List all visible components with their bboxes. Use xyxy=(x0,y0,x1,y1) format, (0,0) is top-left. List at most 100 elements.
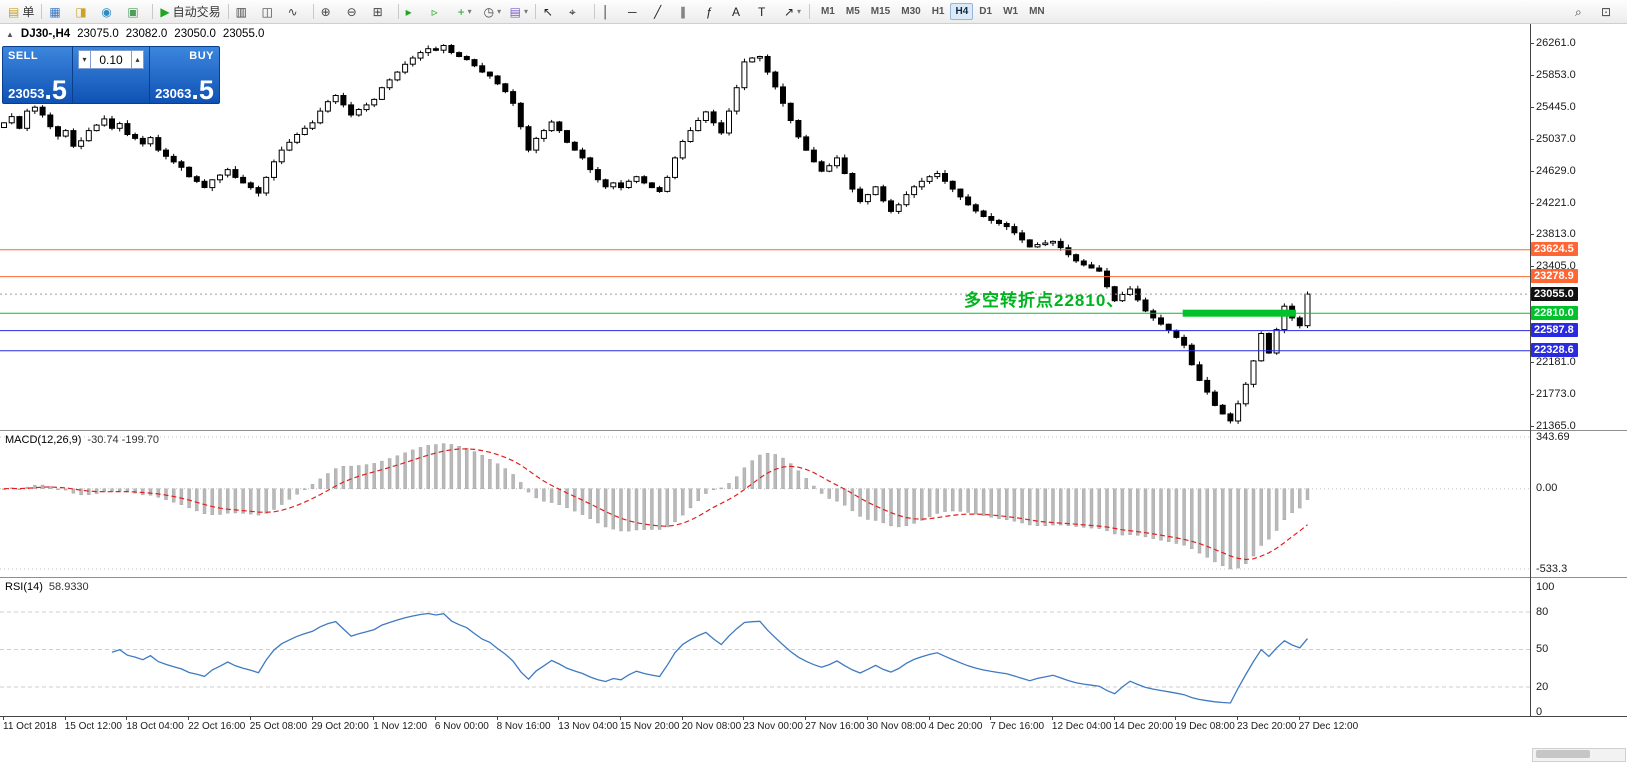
templates-icon[interactable]: ▤ ▾ xyxy=(506,1,532,23)
price-axis-label: 25445.0 xyxy=(1536,101,1576,114)
market-watch-icon-glyph: ▦ xyxy=(49,4,61,19)
autotrading-button[interactable]: ▶ 自动交易 xyxy=(156,1,224,23)
vertical-line-icon[interactable]: │ xyxy=(598,1,624,23)
trendline-icon-glyph: ╱ xyxy=(653,4,662,19)
time-axis-label: 12 Dec 04:00 xyxy=(1051,721,1112,732)
price-badge-22328.6[interactable]: 22328.6 xyxy=(1531,343,1578,358)
volume-input[interactable] xyxy=(91,50,131,69)
autotrading-button-glyph: ▶ xyxy=(160,4,170,19)
time-axis-label: 27 Dec 12:00 xyxy=(1298,721,1359,732)
volume-down-button[interactable]: ▾ xyxy=(78,50,91,69)
macd-axis-label: -533.3 xyxy=(1536,562,1568,575)
panel-separator-macd[interactable] xyxy=(0,430,1627,431)
price-badge-22810.0[interactable]: 22810.0 xyxy=(1531,305,1578,320)
price-axis-tick xyxy=(1530,138,1534,140)
zoom-out-icon[interactable]: ⊖ xyxy=(343,1,369,23)
crosshair-icon[interactable]: ⌖ xyxy=(565,1,591,23)
panel-separator-rsi[interactable] xyxy=(0,577,1627,578)
cursor-icon[interactable]: ↖ xyxy=(539,1,565,23)
price-axis-label: 21773.0 xyxy=(1536,387,1576,400)
timeframe-button-m15[interactable]: M15 xyxy=(870,6,891,17)
auto-scroll-icon[interactable]: ▸ xyxy=(402,1,428,23)
quote-open: 23075.0 xyxy=(77,28,119,40)
rsi-axis-label: 0 xyxy=(1536,705,1543,718)
price-axis-tick xyxy=(1530,393,1534,395)
sell-price-big: .5 xyxy=(44,75,67,106)
price-axis: 26261.0 25853.0 25445.0 25037.0 24629.0 24221… xyxy=(1530,0,1627,763)
channel-icon[interactable]: ∥ xyxy=(676,1,702,23)
timeframe-button-mn[interactable]: MN xyxy=(1029,6,1045,17)
timeframe-button-m5[interactable]: M5 xyxy=(845,6,860,17)
price-axis-tick xyxy=(1530,234,1534,236)
rsi-axis-label: 80 xyxy=(1536,605,1549,618)
indicators-icon[interactable]: + ▾ xyxy=(454,1,480,23)
price-badge-23278.9[interactable]: 23278.9 xyxy=(1531,269,1578,284)
macd-chart-canvas[interactable] xyxy=(0,431,1530,577)
find-symbol-icon[interactable]: ⌕ xyxy=(1571,1,1597,23)
rsi-axis-label: 50 xyxy=(1536,643,1549,655)
one-click-trade-panel: SELL 23053 .5 ▾ ▴ BUY 23063 .5 xyxy=(2,46,220,104)
buy-button[interactable]: BUY 23063 .5 xyxy=(149,47,219,104)
price-badge-23624.5[interactable]: 23624.5 xyxy=(1531,242,1578,257)
time-axis-label: 4 Dec 20:00 xyxy=(928,721,983,732)
new-order-button-glyph: ▤ xyxy=(8,4,20,19)
bar-chart-icon[interactable]: ▥ xyxy=(232,1,258,23)
price-axis-tick xyxy=(1530,425,1534,427)
time-axis-label: 11 Oct 2018 xyxy=(3,721,57,732)
sell-price: 23053 .5 xyxy=(8,75,67,106)
crosshair-icon-glyph: ⌖ xyxy=(568,4,576,19)
label-icon[interactable]: T xyxy=(754,1,780,23)
sell-button[interactable]: SELL 23053 .5 xyxy=(3,47,73,106)
line-chart-icon-glyph: ∿ xyxy=(287,4,298,19)
volume-up-button[interactable]: ▴ xyxy=(131,50,144,69)
rsi-chart-canvas[interactable] xyxy=(0,578,1530,716)
horizontal-scrollbar[interactable] xyxy=(1532,748,1626,762)
price-badge-23055.0[interactable]: 23055.0 xyxy=(1531,286,1578,301)
quote-header: ▲ DJ30-,H4 23075.0 23082.0 23050.0 23055… xyxy=(6,28,264,40)
candlestick-chart-icon[interactable]: ◫ xyxy=(258,1,284,23)
chart-shift-icon[interactable]: ▹ xyxy=(428,1,454,23)
price-axis-label: 25037.0 xyxy=(1536,132,1576,145)
quote-close: 23055.0 xyxy=(222,28,265,40)
toolbar-separator xyxy=(41,4,43,19)
tile-windows-icon[interactable]: ⊞ xyxy=(369,1,395,23)
periods-icon[interactable]: ◷ ▾ xyxy=(480,1,506,23)
scrollbar-thumb[interactable] xyxy=(1536,750,1590,758)
timeframe-button-h4[interactable]: H4 xyxy=(950,3,974,20)
templates-icon-dropdown[interactable]: ▾ xyxy=(523,7,528,16)
horizontal-line-icon[interactable]: ─ xyxy=(624,1,650,23)
zoom-out-icon-glyph: ⊖ xyxy=(346,4,357,19)
timeframe-button-w1[interactable]: W1 xyxy=(1003,6,1019,17)
time-axis-label: 18 Oct 04:00 xyxy=(126,721,184,732)
line-chart-icon[interactable]: ∿ xyxy=(284,1,310,23)
tile-windows-icon-glyph: ⊞ xyxy=(372,4,383,19)
toolbar-right: ⌕ ⊡ xyxy=(1571,1,1623,23)
terminal-icon[interactable]: ▣ xyxy=(123,1,149,23)
arrows-icon[interactable]: ↗ ▾ xyxy=(780,1,806,23)
trendline-icon[interactable]: ╱ xyxy=(650,1,676,23)
market-watch-icon[interactable]: ▦ xyxy=(45,1,71,23)
arrows-icon-dropdown[interactable]: ▾ xyxy=(797,7,802,16)
periods-icon-dropdown[interactable]: ▾ xyxy=(497,7,502,16)
zoom-in-icon[interactable]: ⊕ xyxy=(317,1,343,23)
timeframe-button-d1[interactable]: D1 xyxy=(979,6,993,17)
main-chart-canvas[interactable] xyxy=(0,24,1530,430)
timeframe-button-m30[interactable]: M30 xyxy=(901,6,921,17)
price-axis-label: 24221.0 xyxy=(1536,196,1576,209)
popup-prices-icon[interactable]: ⊡ xyxy=(1597,1,1623,23)
timeframe-button-m1[interactable]: M1 xyxy=(820,6,835,17)
timeframe-button-h1[interactable]: H1 xyxy=(931,6,945,17)
toolbar-separator xyxy=(152,4,154,19)
data-window-icon[interactable]: ◨ xyxy=(71,1,97,23)
macd-values: -30.74 -199.70 xyxy=(87,434,159,446)
indicators-icon-dropdown[interactable]: ▾ xyxy=(467,7,472,16)
price-badge-22587.8[interactable]: 22587.8 xyxy=(1531,323,1578,338)
new-order-button[interactable]: ▤ 单 xyxy=(4,1,38,23)
text-icon[interactable]: A xyxy=(728,1,754,23)
toolbar-separator xyxy=(312,4,314,19)
navigator-icon[interactable]: ◉ xyxy=(97,1,123,23)
pivot-annotation-text[interactable]: 多空转折点22810、 xyxy=(964,291,1125,311)
volume-control: ▾ ▴ xyxy=(73,47,149,103)
fibonacci-icon[interactable]: ƒ xyxy=(702,1,728,23)
